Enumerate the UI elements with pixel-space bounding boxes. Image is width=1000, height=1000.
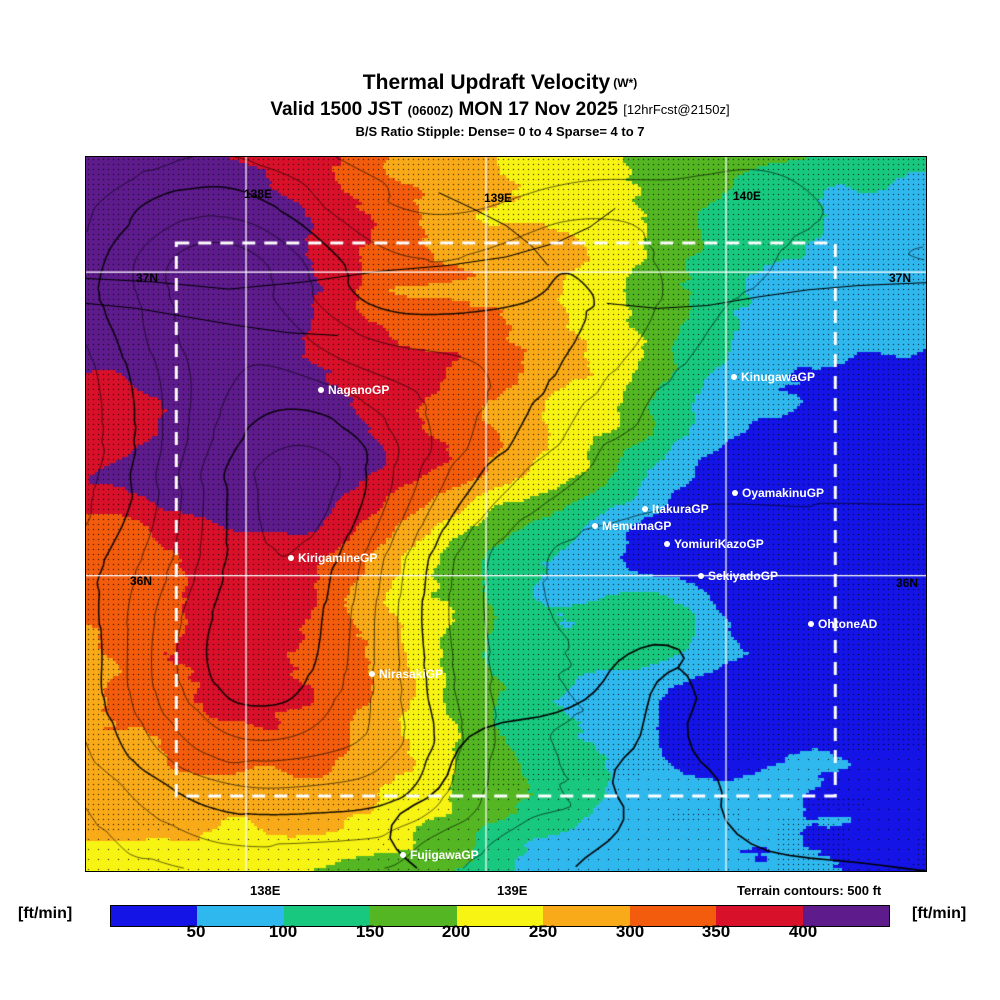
station-dot-icon	[369, 670, 375, 677]
station-marker-kinugawagp[interactable]: KinugawaGP	[731, 369, 815, 384]
station-marker-itakuragp[interactable]: ItakuraGP	[642, 501, 709, 516]
forecast-tag: [12hrFcst@2150z]	[623, 102, 730, 117]
valid-time-line: Valid 1500 JST (0600Z) MON 17 Nov 2025 […	[0, 100, 1000, 119]
station-marker-fujigawagp[interactable]: FujigawaGP	[400, 847, 479, 862]
color-scale-tick-100: 100	[268, 922, 298, 941]
station-dot-icon	[808, 620, 814, 627]
station-dot-icon	[642, 505, 648, 512]
station-dot-icon	[664, 540, 670, 547]
color-scale-segment-4	[456, 906, 544, 926]
valid-prefix: Valid 1500 JST	[270, 99, 403, 120]
station-dot-icon	[592, 522, 598, 529]
color-scale-segment-0	[111, 906, 198, 926]
station-marker-ohtonead[interactable]: OhtoneAD	[808, 616, 877, 631]
color-scale-tick-50: 50	[186, 922, 206, 941]
color-scale-tick-250: 250	[528, 922, 558, 941]
station-marker-nirasakigp[interactable]: NirasakiGP	[369, 666, 443, 681]
page-title: Thermal Updraft Velocity (W*)	[0, 72, 1000, 93]
weather-map[interactable]: 138E 139E 140E 37N 36N 37N 36N NaganoGP Kinugawa…	[85, 156, 927, 872]
bottom-lon-label-138E: 138E	[250, 883, 281, 898]
color-scale-bar[interactable]	[110, 905, 890, 927]
station-dot-icon	[400, 851, 406, 858]
station-label: OhtoneAD	[818, 616, 878, 631]
color-scale-segment-8	[802, 906, 889, 926]
valid-utc: (0600Z)	[407, 103, 454, 118]
unit-label-left: [ft/min]	[18, 905, 73, 922]
station-label: NirasakiGP	[379, 666, 444, 681]
station-label: FujigawaGP	[410, 847, 479, 862]
bottom-lon-label-139E: 139E	[497, 883, 528, 898]
station-dot-icon	[731, 373, 737, 380]
color-scale-segment-5	[543, 906, 630, 926]
station-marker-sekiyadogp[interactable]: SekiyadoGP	[698, 568, 778, 583]
station-label: KinugawaGP	[741, 369, 816, 384]
station-label: MemumaGP	[602, 518, 672, 533]
station-label: KirigamineGP	[298, 550, 378, 565]
color-scale-tick-300: 300	[615, 922, 645, 941]
title-superscript: (W*)	[613, 76, 638, 90]
color-scale-segment-2	[283, 906, 371, 926]
station-label: ItakuraGP	[652, 501, 709, 516]
station-label: NaganoGP	[328, 382, 390, 397]
header-block: Thermal Updraft Velocity (W*) Valid 1500 …	[0, 0, 1000, 138]
station-marker-oyamakinugp[interactable]: OyamakinuGP	[732, 485, 824, 500]
color-scale-segment-1	[197, 906, 284, 926]
color-scale-tick-200: 200	[441, 922, 471, 941]
station-marker-kirigaminegp[interactable]: KirigamineGP	[288, 550, 377, 565]
title-text: Thermal Updraft Velocity	[362, 71, 611, 94]
color-scale-segment-6	[629, 906, 717, 926]
thermal-updraft-field-canvas	[86, 157, 926, 871]
terrain-contour-note: Terrain contours: 500 ft	[737, 883, 882, 898]
color-scale-tick-350: 350	[701, 922, 731, 941]
station-dot-icon	[288, 554, 294, 561]
color-scale-segment-7	[716, 906, 803, 926]
station-label: YomiuriKazoGP	[674, 536, 764, 551]
stipple-legend-note: B/S Ratio Stipple: Dense= 0 to 4 Sparse=…	[355, 124, 645, 139]
valid-date: MON 17 Nov 2025	[458, 99, 618, 120]
station-label: OyamakinuGP	[742, 485, 825, 500]
station-marker-yomiurikazogp[interactable]: YomiuriKazoGP	[664, 536, 764, 551]
color-scale-tick-150: 150	[355, 922, 385, 941]
unit-label-right: [ft/min]	[912, 905, 967, 922]
color-scale-segment-3	[370, 906, 457, 926]
station-dot-icon	[318, 386, 324, 393]
station-marker-naganogp[interactable]: NaganoGP	[318, 382, 389, 397]
station-dot-icon	[698, 572, 704, 579]
station-dot-icon	[732, 489, 738, 496]
color-scale-tick-400: 400	[788, 922, 818, 941]
station-marker-memumagp[interactable]: MemumaGP	[592, 518, 671, 533]
station-label: SekiyadoGP	[708, 568, 779, 583]
